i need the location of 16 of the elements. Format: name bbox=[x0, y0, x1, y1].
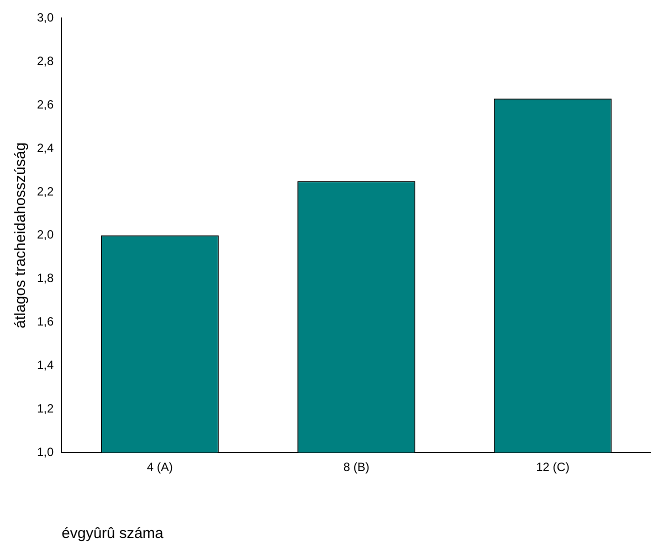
y-tick-label: 3,0 bbox=[36, 10, 54, 25]
y-tick-label: 2,2 bbox=[36, 184, 54, 198]
y-tick-label: 1,6 bbox=[36, 314, 54, 329]
x-tick-label: 4 (A) bbox=[146, 460, 173, 474]
y-tick-label: 2,6 bbox=[36, 97, 54, 112]
y-tick-label: 2,8 bbox=[36, 54, 54, 68]
y-tick-label: 2,0 bbox=[36, 228, 54, 242]
y-tick-label: 1,0 bbox=[36, 444, 54, 459]
y-tick-label: 2,4 bbox=[36, 140, 54, 155]
x-axis-title: évgyûrû száma bbox=[62, 525, 164, 542]
y-tick-label: 1,4 bbox=[36, 358, 54, 372]
y-tick-label: 1,8 bbox=[36, 271, 54, 286]
x-tick-label: 12 (C) bbox=[536, 460, 570, 474]
y-tick-label: 1,2 bbox=[36, 401, 54, 416]
x-tick-label: 8 (B) bbox=[343, 460, 370, 474]
y-axis-title: átlagos tracheidahosszúság bbox=[12, 142, 30, 328]
